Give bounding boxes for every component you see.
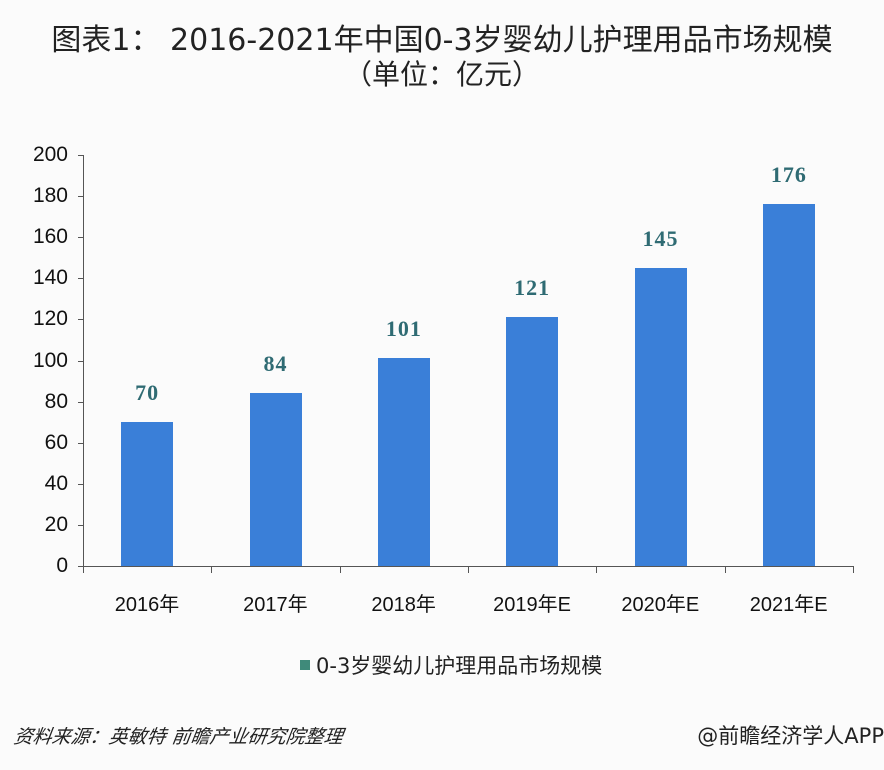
y-tick-label: 120	[32, 307, 68, 331]
y-tick	[78, 196, 84, 198]
legend-label: 0-3岁婴幼儿护理用品市场规模	[316, 654, 603, 678]
legend-swatch-icon	[300, 660, 310, 670]
y-tick	[78, 360, 84, 362]
bar	[762, 204, 815, 566]
x-tick	[724, 566, 726, 573]
y-tick	[78, 278, 84, 280]
y-tick-label: 0	[56, 554, 68, 577]
bar	[121, 422, 174, 566]
legend: 0-3岁婴幼儿护理用品市场规模	[300, 650, 602, 680]
bar	[377, 358, 430, 566]
bar-value-label: 70	[135, 380, 160, 406]
y-tick	[78, 524, 84, 526]
bar	[506, 317, 559, 566]
x-tick	[339, 566, 341, 573]
chart-subtitle: （单位：亿元）	[343, 58, 540, 91]
bar-value-label: 84	[263, 351, 288, 377]
y-tick	[78, 155, 84, 156]
y-tick	[78, 401, 84, 403]
y-tick-label: 80	[44, 389, 68, 413]
bar	[249, 393, 302, 566]
bar	[634, 268, 687, 566]
credit-watermark: @前瞻经济学人APP	[697, 724, 884, 748]
x-tick	[83, 566, 84, 573]
y-tick-label: 60	[44, 430, 68, 454]
plot-area: 0 20 40 60 80 100 120 140 160 180 200 70 2016年 84 2017…	[32, 143, 854, 616]
bar-value-label: 101	[385, 316, 422, 342]
x-tick	[853, 566, 854, 573]
y-tick	[78, 566, 84, 567]
y-tick-label: 160	[32, 225, 68, 249]
x-category-label: 2016年	[114, 594, 180, 616]
chart-title: 图表1： 2016-2021年中国0-3岁婴幼儿护理用品市场规模	[51, 23, 833, 58]
y-tick	[78, 237, 84, 239]
y-tick-label: 140	[32, 266, 68, 290]
y-tick-label: 200	[32, 143, 68, 166]
x-category-label: 2020年E	[621, 594, 700, 616]
y-tick-label: 100	[32, 348, 68, 372]
bar-value-label: 145	[642, 226, 679, 252]
y-tick-label: 40	[44, 471, 68, 495]
bar-value-label: 176	[770, 162, 807, 188]
x-tick	[468, 566, 469, 573]
x-tick	[211, 566, 213, 573]
x-category-label: 2019年E	[493, 594, 571, 616]
source-note: 资料来源：英敏特 前瞻产业研究院整理	[12, 726, 345, 748]
x-tick	[596, 566, 598, 573]
y-tick	[78, 319, 84, 321]
y-tick	[78, 442, 84, 444]
x-category-label: 2018年	[371, 594, 436, 616]
y-tick-label: 20	[44, 512, 68, 536]
y-tick-label: 180	[32, 184, 68, 208]
x-category-label: 2017年	[243, 594, 308, 616]
x-category-label: 2021年E	[749, 594, 828, 616]
y-tick	[78, 483, 84, 485]
bar-value-label: 121	[514, 275, 551, 301]
